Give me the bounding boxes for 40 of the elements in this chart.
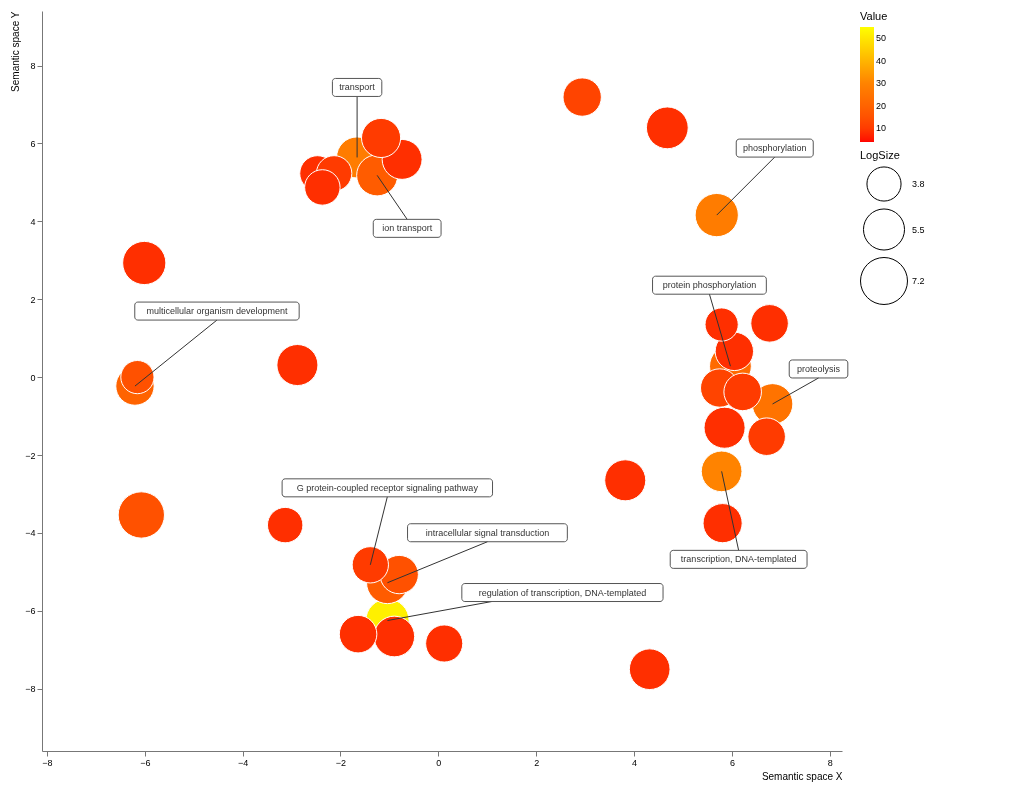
x-tick-label: 4	[632, 757, 638, 768]
x-tick-label: 8	[827, 757, 833, 768]
x-tick-label: −6	[140, 757, 151, 768]
x-tick-label: 0	[436, 757, 442, 768]
x-tick-label: 6	[729, 757, 735, 768]
annotation: multicellular organism development	[146, 306, 288, 317]
y-tick-label: 4	[30, 216, 36, 227]
legend-label: 5.5	[912, 224, 925, 235]
x-tick-label: −8	[42, 757, 53, 768]
legend-label: 3.8	[912, 179, 925, 189]
color-bar-label: 30	[876, 78, 887, 89]
color-bar-label: 20	[876, 100, 887, 111]
annotation: intracellular signal transduction	[425, 527, 550, 538]
color-bar-label: 10	[876, 123, 887, 134]
annotation: transcription, DNA-templated	[680, 554, 797, 565]
annotation: G protein-coupled receptor signaling pathway	[296, 482, 479, 493]
annotation: phosphorylation	[742, 143, 807, 154]
legend-label: 7.2	[912, 276, 925, 286]
y-axis-title: Semantic space Y	[10, 11, 22, 92]
color-bar-label: 50	[876, 33, 887, 44]
legend-title: LogSize	[860, 149, 900, 161]
y-tick-label: 2	[30, 294, 36, 305]
y-tick-label: 6	[30, 138, 36, 149]
x-tick-label: −4	[237, 757, 249, 768]
y-tick-label: −2	[25, 450, 36, 461]
color-bar-label: 40	[876, 55, 887, 66]
annotation: regulation of transcription, DNA-templated	[478, 587, 647, 598]
annotation: proteolysis	[797, 363, 841, 374]
annotation: ion transport	[382, 223, 433, 234]
annotation: protein phosphorylation	[662, 280, 757, 291]
y-tick-label: −4	[25, 528, 36, 539]
x-axis-title: Semantic space X	[761, 770, 843, 782]
x-tick-label: 2	[534, 757, 540, 768]
annotation: transport	[339, 82, 376, 93]
x-tick-label: −2	[335, 757, 347, 768]
color-bar-title: Value	[860, 10, 888, 22]
y-tick-label: −8	[25, 684, 36, 695]
y-tick-label: 8	[30, 61, 36, 72]
y-tick-label: −6	[25, 606, 36, 617]
y-tick-label: 0	[30, 372, 36, 383]
